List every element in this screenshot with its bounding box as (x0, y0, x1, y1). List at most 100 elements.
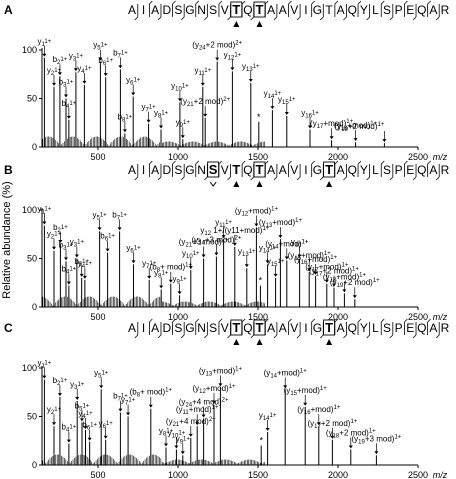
leader-arrowhead (52, 246, 56, 250)
cleavage-tick-foot (250, 334, 255, 339)
residue: A (279, 321, 287, 335)
cleavage-tick-foot (334, 160, 339, 165)
leader-arrowhead (103, 73, 108, 77)
leader-arrowhead (66, 439, 71, 443)
leader-arrowhead (195, 422, 200, 426)
cleavage-tick-foot (134, 16, 139, 21)
cleavage-tick-foot (288, 160, 292, 165)
leader-arrowhead (79, 273, 84, 277)
peak-label: (y17+mod)1+ (305, 263, 349, 274)
leader-arrowhead (82, 275, 87, 279)
residue: A (128, 321, 136, 335)
residue: N (197, 163, 206, 177)
spectrum-peaks (43, 379, 377, 465)
leader-arrowhead (168, 279, 173, 283)
leader-arrowhead (57, 393, 62, 397)
leader-arrowhead (73, 68, 78, 72)
peak-label: y81+ (159, 427, 174, 438)
peak-label: (y17+2 mod)1+ (308, 419, 358, 430)
cleavage-tick-foot (218, 0, 223, 5)
y-tick-label: 50 (27, 254, 37, 264)
peak-label: (y18+2 mod)1+ (326, 428, 376, 439)
residue: Q (348, 3, 357, 17)
residue: T (325, 162, 333, 177)
peak-label: b41+ (62, 423, 77, 434)
leader-arrowhead (118, 408, 123, 412)
peak-asterisk: * (257, 112, 261, 122)
residue: Y (360, 321, 368, 335)
cleavage-tick-foot (404, 160, 408, 165)
peak-label: b81+ (118, 112, 133, 123)
x-tick-label: 2000 (328, 470, 348, 479)
cleavage-tick-foot (180, 16, 185, 21)
cleavage-tick-foot (180, 176, 185, 181)
residue: V (290, 321, 298, 335)
leader-arrowhead (284, 111, 289, 115)
peak-label: b31+ (59, 240, 74, 251)
residue: I (142, 321, 145, 335)
peak-label: y21+ (47, 405, 62, 416)
leader-arrowhead (122, 129, 127, 133)
panel-letter: A (4, 3, 13, 17)
leader-arrowhead (146, 119, 151, 123)
leader-arrowhead (254, 223, 259, 227)
peak-label: y131+ (238, 247, 256, 258)
residue: T (256, 162, 264, 177)
x-axis-unit: m/z (433, 470, 448, 479)
peak-label: y41+ (78, 259, 93, 270)
residue: A (429, 321, 437, 335)
cleavage-tick-foot (427, 318, 431, 323)
x-tick-label: 1000 (168, 470, 188, 479)
panel-letter: C (4, 321, 13, 335)
cleavage-tick-foot (218, 318, 223, 323)
leader-arrowhead (58, 239, 63, 243)
peak-annotations: y11+ y21+b21+ b31+ b41+ y31+ y41+ y51+ b61+b71+… (38, 37, 387, 143)
cleavage-tick-foot (227, 16, 231, 21)
cleavage-tick-foot (265, 0, 269, 5)
leader-arrowhead (98, 57, 103, 61)
leader-arrowhead (352, 295, 357, 299)
residue: P (395, 321, 403, 335)
residue: E (406, 163, 414, 177)
peak-label: (y11+mod)1+ (176, 405, 219, 416)
modification-marker-up (233, 339, 240, 345)
peak-label: y51+ (94, 368, 109, 379)
residue: T (325, 320, 333, 335)
peak-label: b21+ (53, 376, 68, 387)
residue: S (174, 3, 182, 17)
x-tick-label: 1000 (168, 152, 188, 162)
cleavage-tick-foot (319, 16, 324, 21)
peak-label: (y16+mod)1+ (294, 255, 338, 266)
peak-label: b71+ (113, 392, 128, 403)
x-tick-label: 1500 (248, 152, 268, 162)
residue: R (441, 3, 450, 17)
x-axis-unit: m/z (433, 152, 448, 162)
peak-label: y111+ (194, 66, 211, 77)
cleavage-tick-foot (412, 176, 417, 181)
residue: A (279, 163, 287, 177)
x-tick-label: 1500 (248, 470, 268, 479)
residue: S (383, 321, 391, 335)
leader-arrowhead (97, 227, 102, 231)
residue: T (232, 162, 240, 177)
peak-label: (y18+mod)1+ (334, 121, 378, 132)
cleavage-tick-foot (180, 334, 185, 339)
leader-arrowhead (42, 375, 47, 379)
peak-label: (y24+3 mod)2+ (192, 236, 242, 247)
cleavage-tick-foot (134, 334, 139, 339)
leader-arrowhead (64, 257, 68, 261)
peak-annotations: y11+ y21+ b21+ b41+ y31+ b51+y41+b61+ y51+ y61+… (38, 359, 402, 455)
leader-arrowhead (82, 80, 87, 84)
residue: Q (243, 3, 252, 17)
residue: T (256, 2, 264, 17)
cleavage-tick-foot (412, 16, 417, 21)
peak-label: b41+ (62, 99, 77, 110)
cleavage-tick-foot (435, 334, 440, 339)
residue: A (429, 3, 437, 17)
residue: I (304, 321, 307, 335)
peak-label: y71+ (142, 259, 157, 270)
residue: A (151, 321, 159, 335)
leader-arrowhead (74, 254, 79, 258)
